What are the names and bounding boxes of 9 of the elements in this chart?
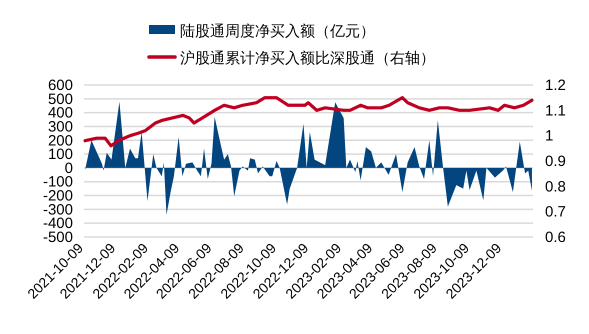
y2-tick-label: 0.8 <box>545 178 566 196</box>
y2-tick-label: 0.9 <box>545 153 566 170</box>
y2-tick-label: 1 <box>545 128 554 145</box>
legend-label: 陆股通周度净买入额（亿元） <box>180 23 375 40</box>
y2-tick-label: 0.6 <box>545 229 566 246</box>
y2-tick-label: 0.7 <box>545 204 566 221</box>
y2-tick-label: 1.2 <box>545 77 566 94</box>
y2-tick-label: 1.1 <box>545 102 566 120</box>
legend-label: 沪股通累计净买入额比深股通（右轴） <box>180 50 435 67</box>
